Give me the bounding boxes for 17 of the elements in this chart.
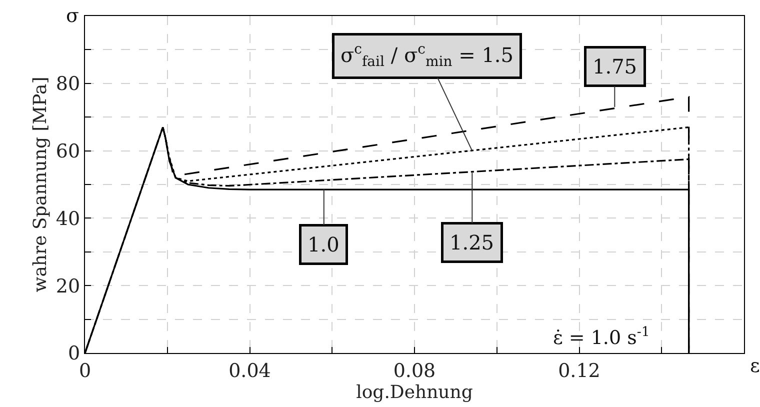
annotation: 1.75 xyxy=(592,54,638,78)
text: ε xyxy=(750,355,760,377)
annotation: ε̇ = 1.0 s$^{-1}$ xyxy=(553,325,650,349)
annotation: 1.0 xyxy=(308,232,340,256)
x-tick-label: 0.04 xyxy=(228,360,271,382)
y-tick-label: 20 xyxy=(56,275,80,298)
annotation: 1.25 xyxy=(450,230,494,254)
y-axis-title: wahre Spannung [MPa] xyxy=(30,76,52,292)
y-tick-label: 40 xyxy=(56,208,80,230)
y-tick-label: 0 xyxy=(68,342,80,365)
x-axis-title: log.Dehnung xyxy=(356,382,473,403)
annotation: σ$^{c}$$_{fail}$ / σ$^{c}$$_{min}$ = 1.5 xyxy=(340,42,514,70)
text: σ xyxy=(66,5,79,27)
x-tick-label: 0.08 xyxy=(393,360,436,382)
y-tick-label: 80 xyxy=(56,73,80,96)
x-tick-label: 0.12 xyxy=(558,360,600,382)
y-tick-label: 60 xyxy=(56,140,80,162)
